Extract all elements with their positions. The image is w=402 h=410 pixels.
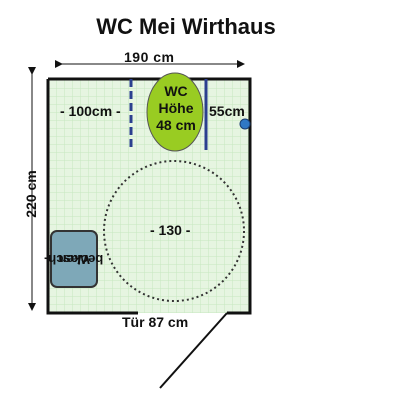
room-walls bbox=[46, 77, 252, 315]
door-label: Tür 87 cm bbox=[122, 314, 189, 330]
wc-label-line1: WC bbox=[164, 83, 188, 99]
door-leaf bbox=[159, 312, 228, 389]
wc-label-line2: Höhe bbox=[158, 100, 194, 116]
height-label: 220 cm bbox=[23, 170, 39, 218]
wc-bowl bbox=[146, 72, 204, 152]
wc-label: WC Höhe 48 cm bbox=[146, 83, 206, 134]
sink-label: Wasch- becken bbox=[44, 231, 103, 287]
left-gap-label: - 100cm - bbox=[60, 103, 121, 119]
turning-circle bbox=[103, 160, 245, 302]
sink bbox=[50, 230, 98, 288]
plan-title: WC Mei Wirthaus bbox=[96, 14, 276, 39]
sink-label-line2: becken bbox=[58, 252, 104, 267]
turning-circle-label: - 130 - bbox=[150, 222, 191, 238]
width-label: 190 cm bbox=[124, 49, 175, 65]
wc-label-line3: 48 cm bbox=[156, 117, 196, 133]
right-gap-label: 55cm bbox=[209, 103, 245, 119]
flush-button-dot bbox=[239, 118, 251, 130]
